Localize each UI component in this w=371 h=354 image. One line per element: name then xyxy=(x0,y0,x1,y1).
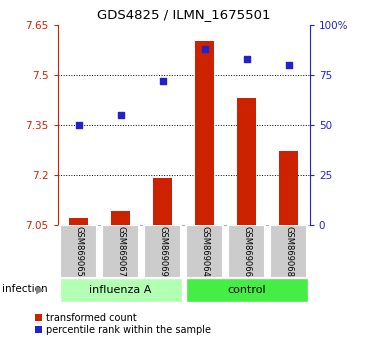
Bar xyxy=(195,41,214,225)
Bar xyxy=(279,152,298,225)
Bar xyxy=(69,218,88,225)
Title: GDS4825 / ILMN_1675501: GDS4825 / ILMN_1675501 xyxy=(97,8,270,21)
Text: GSM869065: GSM869065 xyxy=(74,226,83,277)
Point xyxy=(202,46,208,52)
Point xyxy=(244,56,250,62)
Text: influenza A: influenza A xyxy=(89,285,152,295)
Bar xyxy=(270,225,307,278)
Bar xyxy=(111,211,130,225)
Bar xyxy=(228,225,265,278)
Point xyxy=(118,112,124,118)
Text: GSM869068: GSM869068 xyxy=(284,226,293,277)
Bar xyxy=(186,225,223,278)
Bar xyxy=(102,225,139,278)
Point xyxy=(160,78,165,84)
Text: GSM869069: GSM869069 xyxy=(158,226,167,277)
Text: GSM869066: GSM869066 xyxy=(242,226,251,277)
Bar xyxy=(60,278,181,302)
Text: GSM869064: GSM869064 xyxy=(200,226,209,277)
Bar xyxy=(60,225,97,278)
Bar xyxy=(144,225,181,278)
Point xyxy=(76,122,82,128)
Bar xyxy=(186,278,308,302)
Text: ▶: ▶ xyxy=(36,284,45,294)
Bar xyxy=(237,98,256,225)
Legend: transformed count, percentile rank within the sample: transformed count, percentile rank withi… xyxy=(35,313,211,335)
Point xyxy=(286,62,292,68)
Bar xyxy=(153,178,172,225)
Text: GSM869067: GSM869067 xyxy=(116,226,125,277)
Text: infection: infection xyxy=(2,284,47,294)
Text: control: control xyxy=(227,285,266,295)
